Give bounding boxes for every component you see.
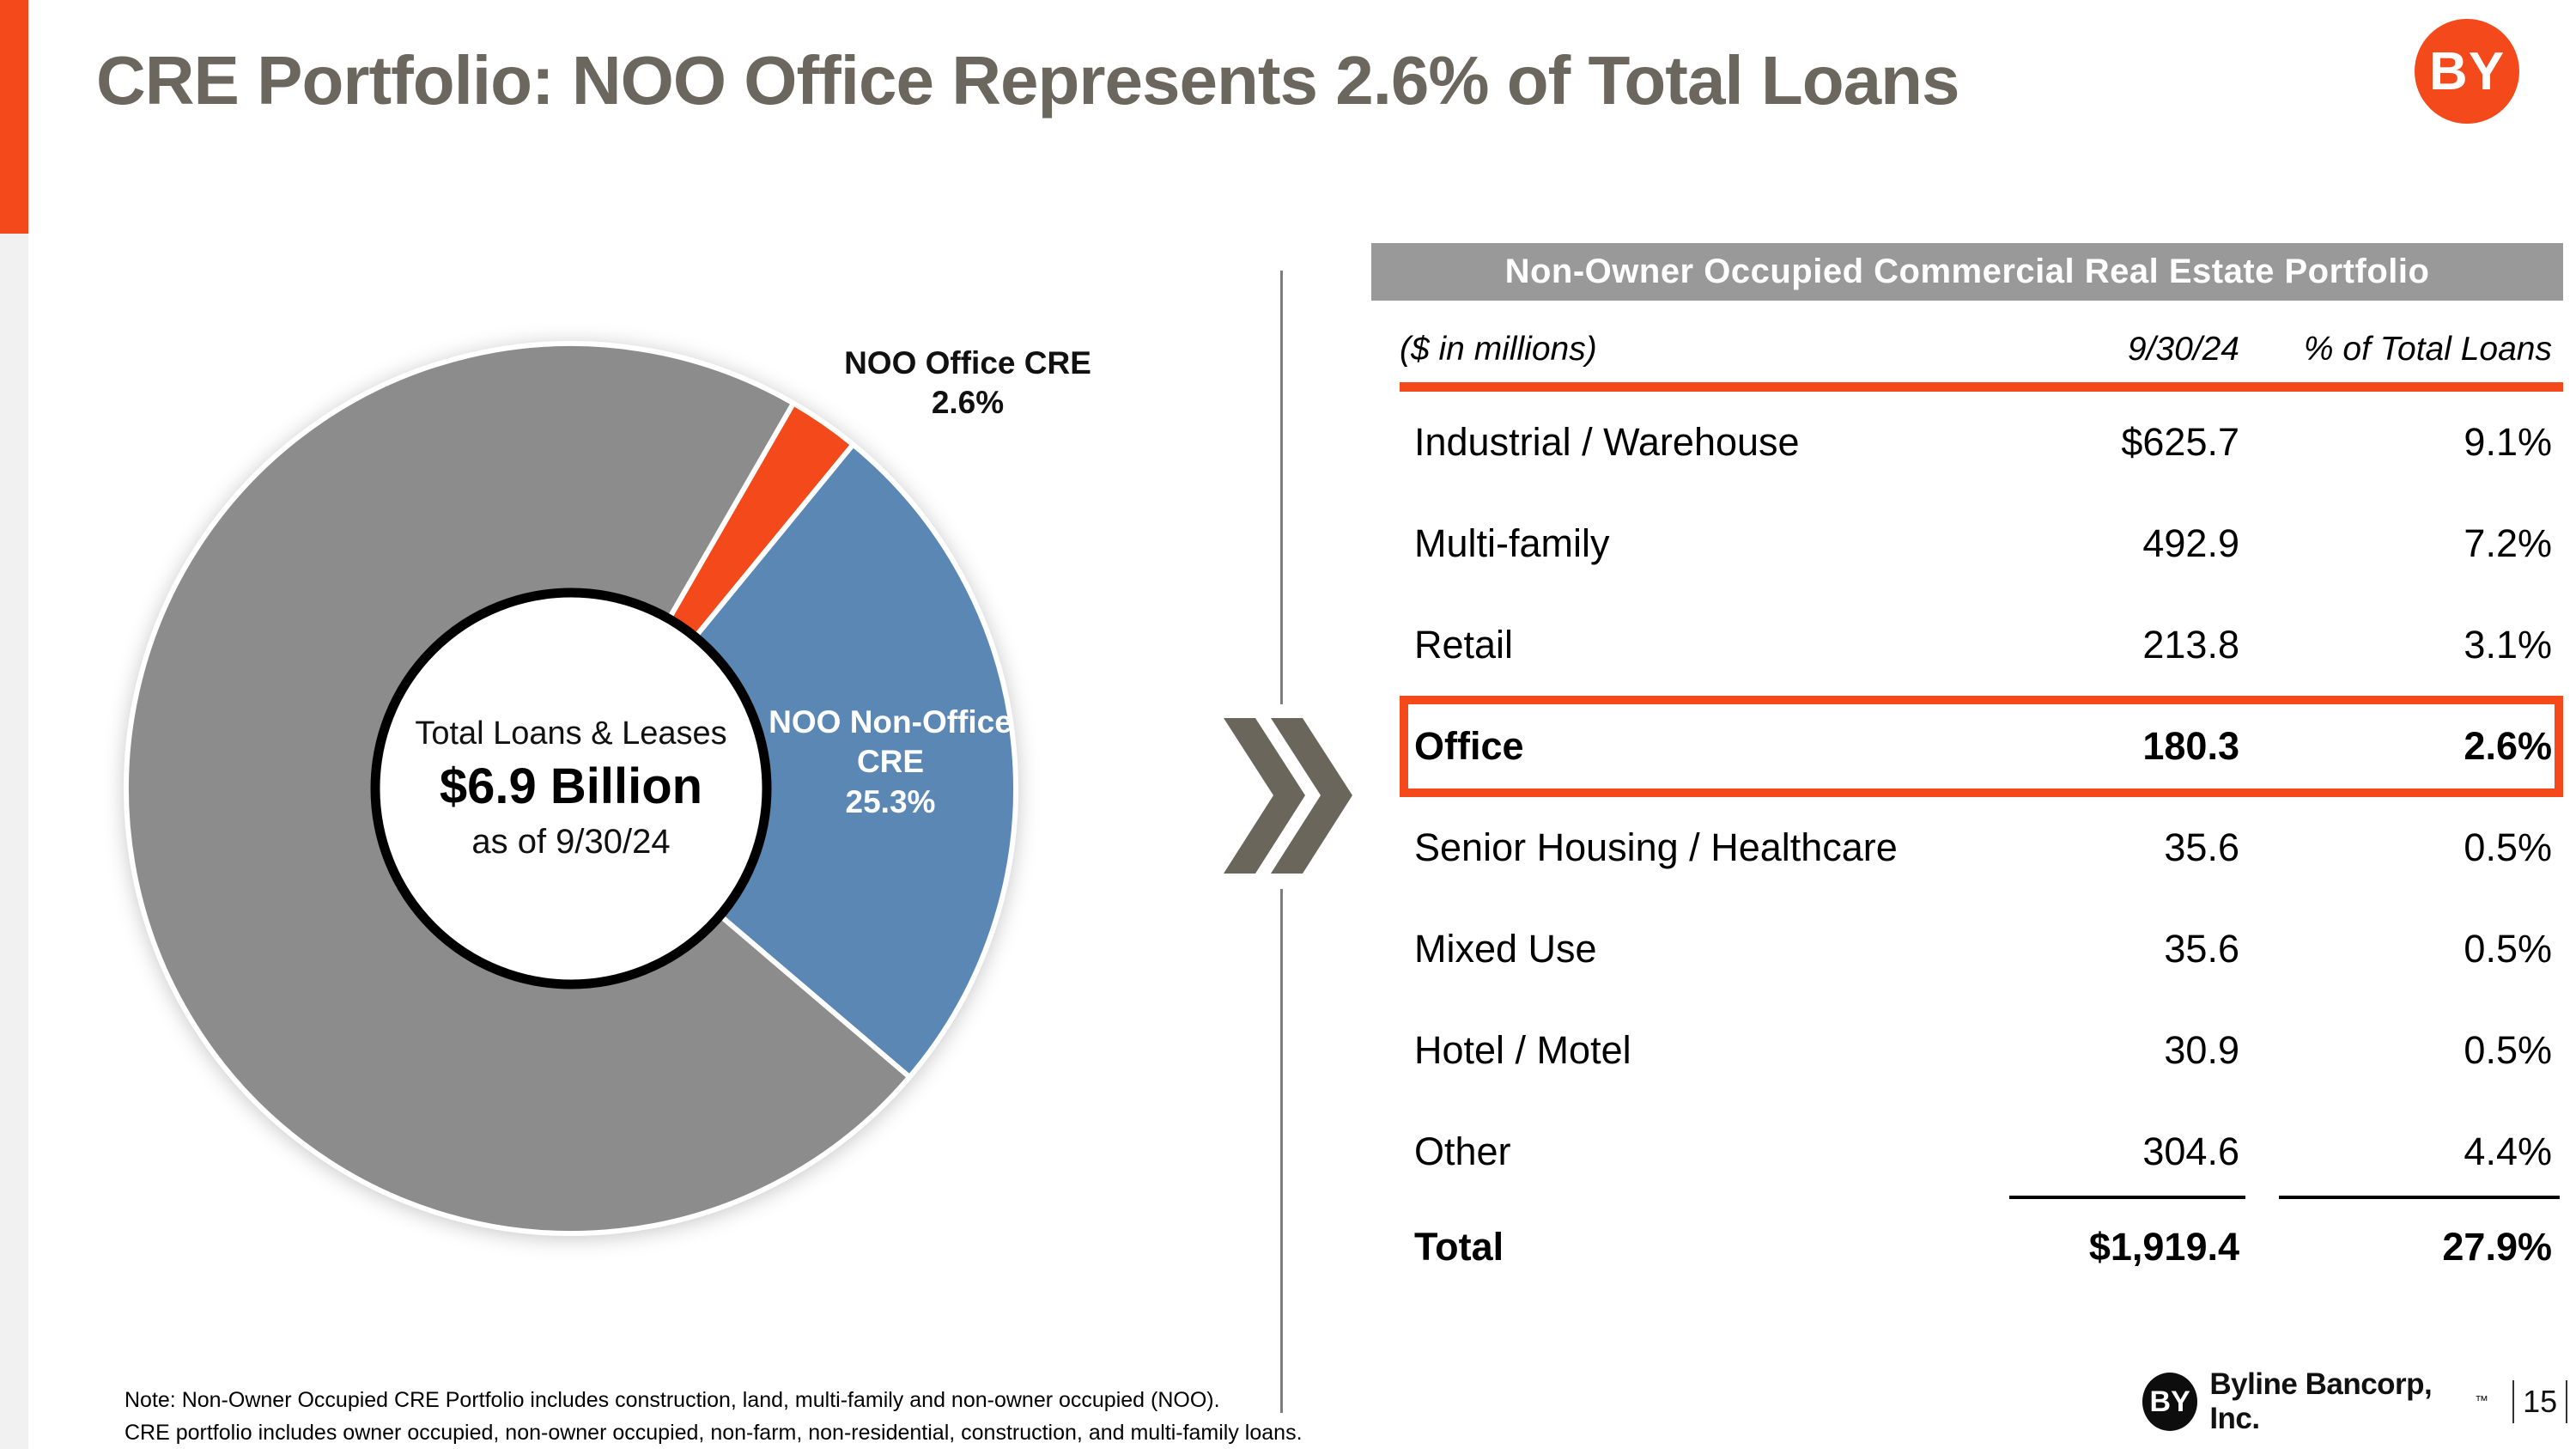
row-amount: 213.8 — [2142, 623, 2239, 667]
row-label: Mixed Use — [1414, 927, 1597, 971]
row-pct: 4.4% — [2464, 1129, 2552, 1173]
pie-slice — [568, 441, 1018, 1081]
table-row: Total $1,919.4 27.9% — [1371, 1202, 2563, 1292]
chevron-right-icon — [1224, 718, 1352, 874]
pie-svg — [124, 341, 1018, 1236]
trademark-symbol: ™ — [2475, 1394, 2489, 1409]
table-row: Retail 213.8 3.1% — [1371, 594, 2563, 696]
table-row: Office 180.3 2.6% — [1400, 696, 2563, 797]
noo-office-callout: NOO Office CRE 2.6% — [830, 344, 1105, 423]
page-number-bar-right — [2566, 1380, 2567, 1423]
footnote-line2: CRE portfolio includes owner occupied, n… — [125, 1420, 1303, 1445]
noo-cre-table: Non-Owner Occupied Commercial Real Estat… — [1371, 243, 2563, 1292]
page-title: CRE Portfolio: NOO Office Represents 2.6… — [96, 42, 1959, 119]
row-amount: 35.6 — [2164, 825, 2239, 869]
footer-brand: BY Byline Bancorp, Inc. ™ 15 — [2142, 1367, 2576, 1436]
row-label: Industrial / Warehouse — [1414, 420, 1800, 464]
row-amount: $1,919.4 — [2088, 1225, 2239, 1269]
pie-center-circle — [370, 588, 772, 989]
noo-non-office-callout-line1: NOO Non-Office — [769, 704, 1012, 740]
row-pct: 3.1% — [2464, 623, 2552, 667]
page-number: 15 — [2523, 1384, 2558, 1419]
noo-office-callout-pct: 2.6% — [931, 385, 1005, 421]
noo-non-office-callout-line2: CRE — [856, 744, 925, 780]
row-label: Retail — [1414, 623, 1514, 667]
footnotes: Note: Non-Owner Occupied CRE Portfolio i… — [125, 1385, 1303, 1449]
row-pct: 7.2% — [2464, 521, 2552, 565]
as-of-date: as of 9/30/24 — [471, 823, 671, 861]
table-row: Mixed Use 35.6 0.5% — [1371, 898, 2563, 1000]
footnote-line1: Note: Non-Owner Occupied CRE Portfolio i… — [125, 1388, 1220, 1412]
table-title-banner: Non-Owner Occupied Commercial Real Estat… — [1371, 243, 2563, 301]
row-amount: 304.6 — [2142, 1129, 2239, 1173]
row-label: Office — [1414, 724, 1524, 768]
table-row: Other 304.6 4.4% — [1371, 1101, 2563, 1202]
byline-logo-icon: BY — [2415, 19, 2519, 124]
byline-footer-logo-icon: BY — [2142, 1373, 2198, 1431]
units-note: ($ in millions) — [1400, 331, 1597, 368]
row-amount: $625.7 — [2121, 420, 2239, 464]
total-loans-value: $6.9 Billion — [439, 758, 703, 815]
page-number-bar-left — [2512, 1380, 2515, 1423]
byline-logo-text: BY — [2428, 41, 2506, 101]
left-accent-bar — [0, 0, 28, 234]
pie-chart: Total Loans & Leases $6.9 Billion as of … — [112, 329, 1091, 1248]
row-label: Senior Housing / Healthcare — [1414, 825, 1898, 869]
table-body: Industrial / Warehouse $625.7 9.1% Multi… — [1371, 392, 2563, 1292]
total-loans-label: Total Loans & Leases — [415, 715, 727, 752]
noo-non-office-callout-pct: 25.3% — [845, 783, 936, 819]
header-rule — [1400, 382, 2563, 392]
row-pct: 0.5% — [2464, 825, 2552, 869]
row-amount: 492.9 — [2142, 521, 2239, 565]
row-label: Other — [1414, 1129, 1511, 1173]
row-pct: 0.5% — [2464, 1028, 2552, 1072]
row-amount: 30.9 — [2164, 1028, 2239, 1072]
row-pct: 2.6% — [2464, 724, 2552, 768]
row-pct: 27.9% — [2442, 1225, 2552, 1269]
row-pct: 0.5% — [2464, 927, 2552, 971]
row-pct: 9.1% — [2464, 420, 2552, 464]
col-header-pct: % of Total Loans — [2303, 331, 2552, 368]
table-header-row: ($ in millions) 9/30/24 % of Total Loans — [1371, 301, 2563, 382]
table-row: Hotel / Motel 30.9 0.5% — [1371, 1000, 2563, 1101]
company-name: Byline Bancorp, Inc. — [2209, 1367, 2433, 1435]
row-label: Hotel / Motel — [1414, 1028, 1631, 1072]
noo-office-callout-label: NOO Office CRE — [844, 345, 1091, 381]
left-strip — [0, 234, 28, 1449]
row-amount: 35.6 — [2164, 927, 2239, 971]
divider-line-top — [1280, 271, 1283, 704]
row-label: Multi-family — [1414, 521, 1610, 565]
table-row: Multi-family 492.9 7.2% — [1371, 493, 2563, 594]
divider-line-bottom — [1280, 889, 1283, 1413]
noo-non-office-callout: NOO Non-Office CRE 25.3% — [762, 703, 1019, 822]
pie-center-label: Total Loans & Leases $6.9 Billion as of … — [374, 714, 769, 863]
table-row: Senior Housing / Healthcare 35.6 0.5% — [1371, 797, 2563, 898]
byline-footer-logo-text: BY — [2149, 1385, 2190, 1418]
table-row: Industrial / Warehouse $625.7 9.1% — [1371, 392, 2563, 493]
row-label: Total — [1414, 1225, 1504, 1269]
col-header-date: 9/30/24 — [2127, 331, 2239, 368]
row-amount: 180.3 — [2142, 724, 2239, 768]
